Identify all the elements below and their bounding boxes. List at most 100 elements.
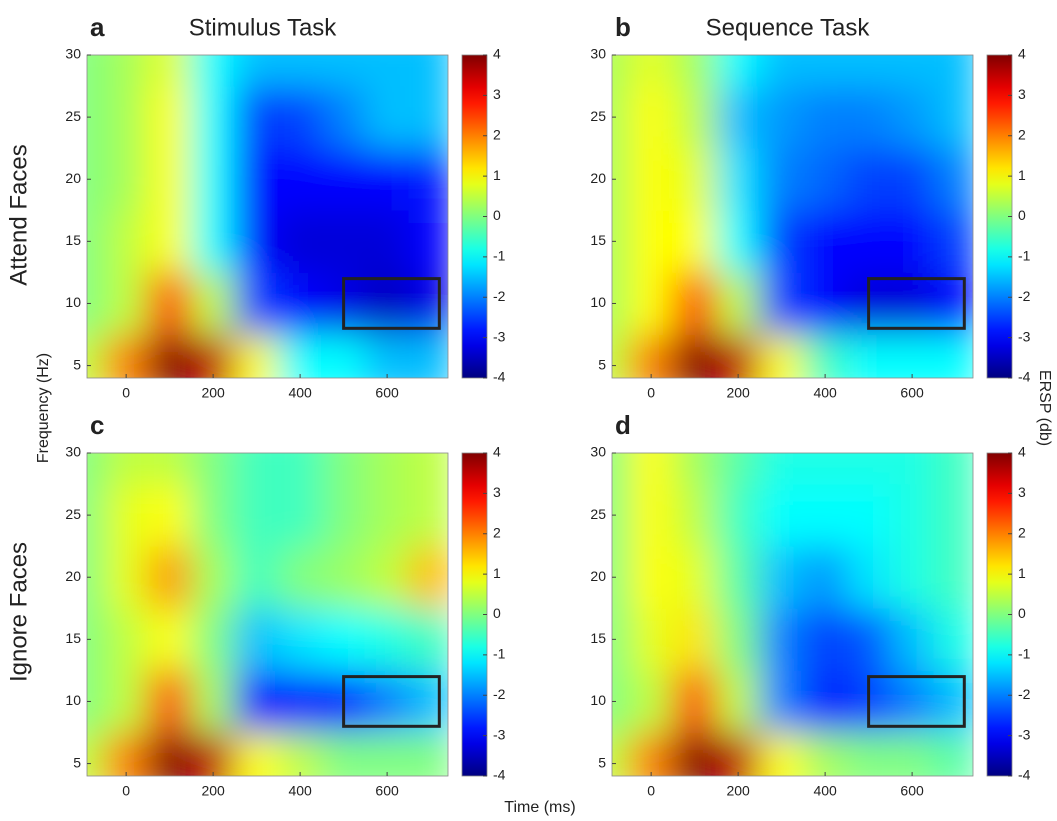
y-tick-label: 5	[73, 754, 81, 770]
heatmap-cell	[277, 453, 323, 485]
heatmap-cell	[628, 483, 674, 547]
heatmap-cell	[846, 545, 891, 609]
heatmap-cell	[802, 483, 848, 547]
colorbar-tick-label: -3	[1018, 328, 1031, 344]
heatmap-cell	[759, 669, 804, 734]
heatmap-cell	[103, 209, 149, 273]
heatmap-cell	[672, 147, 717, 211]
heatmap-cell	[87, 732, 105, 776]
heatmap-cell	[147, 483, 192, 547]
colorbar-tick-label: 4	[1018, 46, 1026, 62]
heatmap-cell	[321, 85, 366, 149]
heatmap-cell	[103, 545, 149, 609]
colorbar-tick-label: -4	[493, 369, 506, 385]
heatmap-cell	[628, 271, 674, 336]
heatmap-cell	[234, 669, 279, 734]
colorbar-tick-label: -2	[1018, 288, 1031, 304]
heatmap-cell	[889, 209, 935, 273]
y-tick-label: 5	[73, 356, 81, 372]
heatmap-cell	[364, 271, 410, 336]
heatmap-cell	[933, 55, 973, 87]
heatmap-cell	[277, 209, 323, 273]
heatmap-cell	[277, 147, 323, 211]
heatmap-cell	[846, 85, 891, 149]
x-tick-label: 0	[647, 783, 655, 799]
heatmap-cell	[234, 607, 279, 671]
plot-frame	[611, 452, 974, 777]
y-tick-label: 15	[65, 232, 81, 248]
heatmap-cell	[364, 483, 410, 547]
y-tick-label: 15	[65, 630, 81, 646]
heatmap-cell	[628, 209, 674, 273]
y-tick-label: 10	[65, 294, 81, 310]
x-tick-label: 0	[122, 385, 130, 401]
heatmap-cell	[628, 55, 674, 87]
y-tick-label: 20	[65, 568, 81, 584]
heatmap	[612, 453, 973, 776]
heatmap-cell	[147, 334, 192, 378]
heatmap-cell	[277, 607, 323, 671]
heatmap-cell	[612, 271, 630, 336]
x-tick-label: 400	[813, 783, 837, 799]
panel-letter: b	[615, 12, 631, 42]
heatmap-cell	[759, 607, 804, 671]
heatmap-cell	[364, 453, 410, 485]
heatmap-cell	[933, 483, 973, 547]
colorbar	[461, 54, 488, 379]
heatmap-cell	[190, 483, 236, 547]
heatmap-cell	[103, 147, 149, 211]
heatmap-cell	[277, 334, 323, 378]
heatmap-cell	[628, 669, 674, 734]
heatmap-cell	[364, 607, 410, 671]
heatmap-cell	[715, 85, 761, 149]
heatmap-cell	[408, 669, 448, 734]
heatmap-cell	[715, 147, 761, 211]
heatmap-cell	[612, 147, 630, 211]
y-tick-label: 20	[590, 568, 606, 584]
heatmap-cell	[408, 55, 448, 87]
y-tick-label: 25	[65, 506, 81, 522]
heatmap-cell	[889, 607, 935, 671]
heatmap-cell	[234, 334, 279, 378]
heatmap-cell	[628, 453, 674, 485]
heatmap-cell	[672, 607, 717, 671]
colorbar	[986, 452, 1013, 777]
colorbar-tick-label: -3	[493, 328, 506, 344]
heatmap-cell	[321, 147, 366, 211]
heatmap-cell	[103, 271, 149, 336]
heatmap-cell	[672, 271, 717, 336]
heatmap-cell	[234, 453, 279, 485]
heatmap-cell	[889, 85, 935, 149]
heatmap-cell	[408, 147, 448, 211]
heatmap-cell	[889, 483, 935, 547]
heatmap-cell	[933, 85, 973, 149]
heatmap-cell	[190, 209, 236, 273]
heatmap-cell	[103, 453, 149, 485]
heatmap-cell	[889, 271, 935, 336]
y-tick-label: 10	[590, 294, 606, 310]
heatmap-cell	[933, 607, 973, 671]
panel-letter: c	[90, 410, 104, 440]
heatmap-cell	[147, 55, 192, 87]
heatmap-cell	[190, 334, 236, 378]
region-box	[342, 675, 441, 728]
heatmap-cell	[87, 334, 105, 378]
heatmap-cell	[234, 85, 279, 149]
colorbar-tick-label: -1	[493, 646, 506, 662]
x-tick-label: 600	[900, 385, 924, 401]
colorbar-tick-label: 1	[1018, 167, 1026, 183]
heatmap-cell	[759, 732, 804, 776]
heatmap-cell	[846, 209, 891, 273]
heatmap-cell	[802, 334, 848, 378]
x-tick-label: 400	[288, 385, 312, 401]
heatmap-cell	[802, 607, 848, 671]
heatmap-cell	[147, 732, 192, 776]
heatmap-cell	[802, 732, 848, 776]
heatmap-cell	[889, 669, 935, 734]
heatmap-cell	[802, 545, 848, 609]
heatmap-cell	[277, 669, 323, 734]
heatmap-cell	[147, 453, 192, 485]
y-axis-label: Frequency (Hz)	[35, 353, 52, 463]
row-label: Attend Faces	[5, 144, 32, 285]
heatmap-cell	[759, 209, 804, 273]
